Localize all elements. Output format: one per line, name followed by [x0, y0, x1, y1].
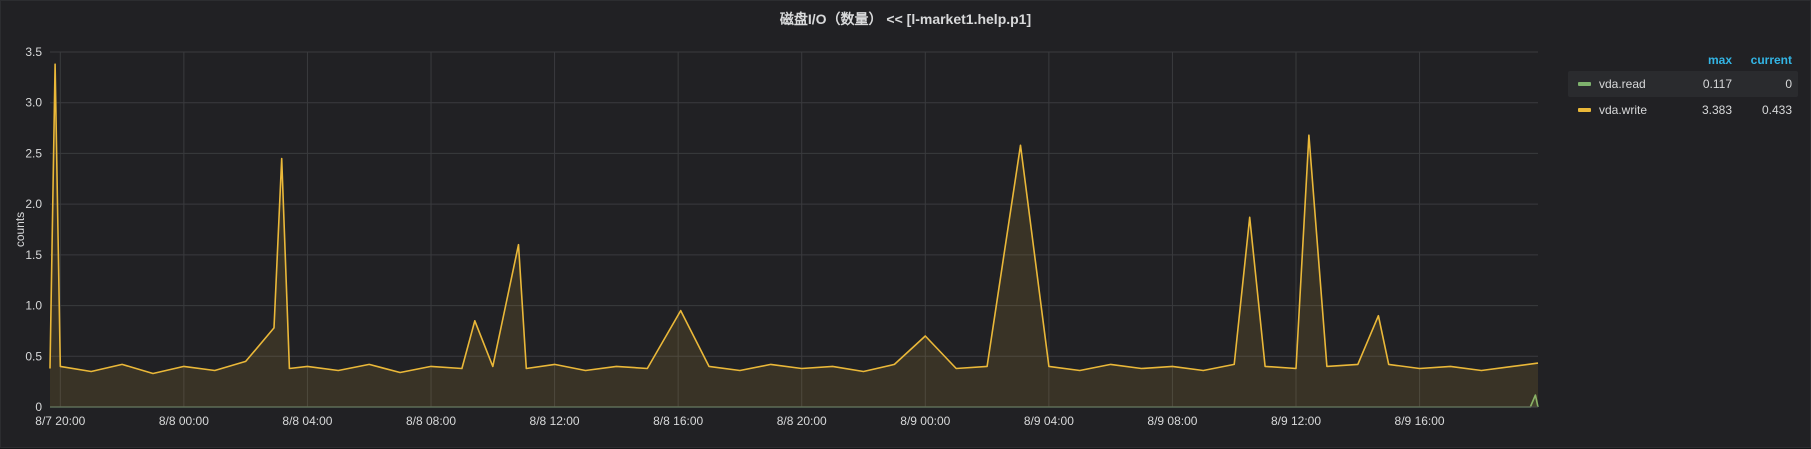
- x-tick-label: 8/8 08:00: [406, 414, 456, 428]
- legend-current-value: 0: [1785, 77, 1792, 91]
- y-tick-label: 0: [35, 400, 42, 414]
- y-tick-label: 3.0: [25, 96, 42, 110]
- y-tick-label: 2.0: [25, 197, 42, 211]
- panel-title[interactable]: 磁盘I/O（数量） << [l-market1.help.p1]: [779, 11, 1032, 27]
- legend-series-name[interactable]: vda.read: [1599, 77, 1646, 91]
- x-tick-label: 8/9 04:00: [1024, 414, 1074, 428]
- x-tick-label: 8/8 00:00: [159, 414, 209, 428]
- legend-item-vda-write[interactable]: vda.write 3.383 0.433: [1568, 97, 1798, 123]
- x-tick-label: 8/9 08:00: [1147, 414, 1197, 428]
- y-tick-label: 1.5: [25, 248, 42, 262]
- x-tick-label: 8/7 20:00: [35, 414, 85, 428]
- legend-max-value: 0.117: [1702, 77, 1732, 91]
- y-tick-label: 3.5: [25, 45, 42, 59]
- legend: max current vda.read 0.117 0 vda.write 3…: [1568, 49, 1798, 123]
- y-tick-label: 1.0: [25, 299, 42, 313]
- x-tick-label: 8/9 12:00: [1271, 414, 1321, 428]
- chart-area[interactable]: 0 0.5 1.0 1.5 2.0 2.5 3.0 3.5 8/7 20:00 8/8 00:00…: [1, 1, 1561, 449]
- series-line-vda-write[interactable]: [49, 63, 1539, 375]
- x-tick-label: 8/8 04:00: [282, 414, 332, 428]
- x-tick-label: 8/9 16:00: [1395, 414, 1445, 428]
- series-color-swatch[interactable]: [1578, 82, 1591, 86]
- legend-series-name[interactable]: vda.write: [1599, 103, 1648, 117]
- y-axis-label: counts: [13, 212, 27, 247]
- legend-max-value: 3.383: [1701, 103, 1732, 117]
- series-area-vda-write: [50, 64, 1538, 407]
- x-tick-label: 8/8 20:00: [777, 414, 827, 428]
- legend-current-header[interactable]: current: [1750, 53, 1792, 67]
- x-tick-label: 8/9 00:00: [900, 414, 950, 428]
- x-tick-label: 8/8 12:00: [530, 414, 580, 428]
- legend-max-header[interactable]: max: [1707, 53, 1732, 67]
- series-color-swatch[interactable]: [1578, 108, 1591, 112]
- x-tick-label: 8/8 16:00: [653, 414, 703, 428]
- legend-current-value: 0.433: [1761, 103, 1792, 117]
- y-tick-label: 0.5: [25, 349, 42, 363]
- y-tick-label: 2.5: [25, 146, 42, 160]
- legend-header: max current: [1568, 49, 1798, 71]
- legend-item-vda-read[interactable]: vda.read 0.117 0: [1568, 71, 1798, 97]
